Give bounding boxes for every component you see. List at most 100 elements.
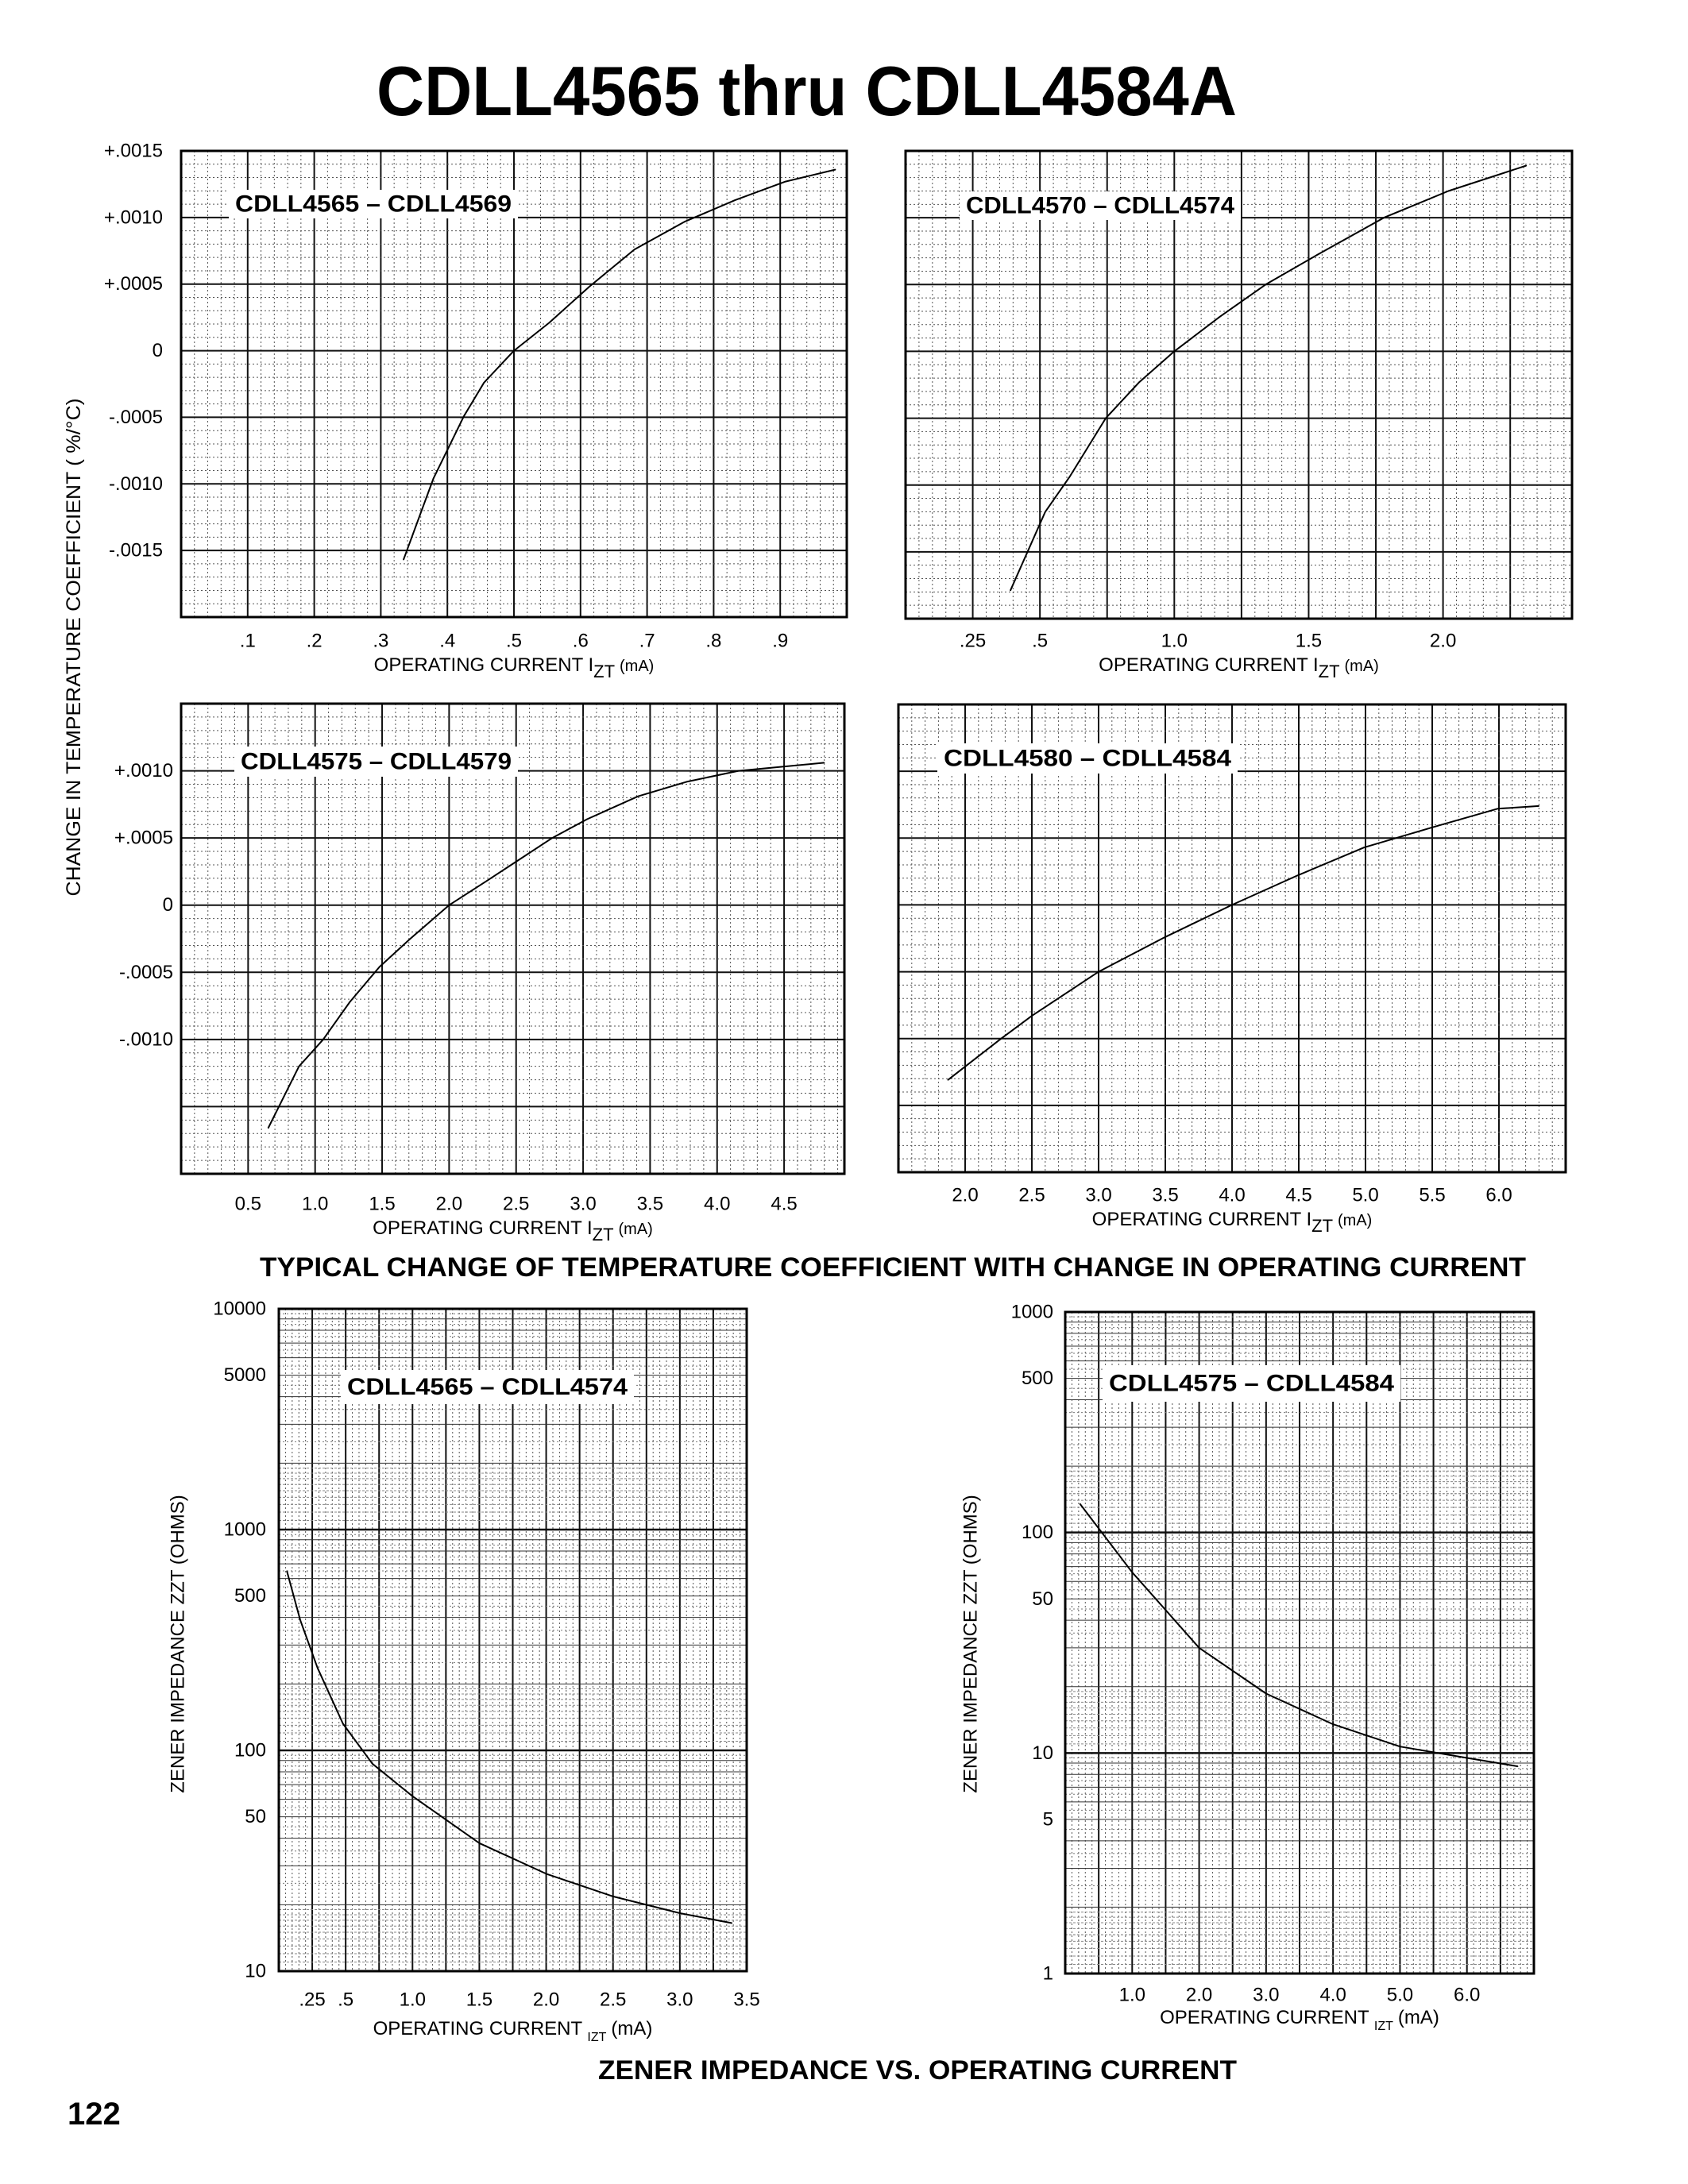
x-axis-title-subscript: IZT xyxy=(587,2031,606,2044)
y-tick-label: +.0010 xyxy=(114,760,173,781)
x-tick-label: 2.0 xyxy=(436,1194,462,1215)
data-point xyxy=(1497,808,1498,809)
y-tick-label: 0 xyxy=(163,894,173,916)
data-point xyxy=(545,1873,547,1875)
x-tick-label: 4.5 xyxy=(1285,1185,1311,1206)
data-point xyxy=(548,322,550,323)
data-point xyxy=(1431,827,1433,828)
plot-frame xyxy=(180,149,848,619)
x-axis-title-unit: (mA) xyxy=(1398,2007,1439,2028)
x-tick-label: .2 xyxy=(307,631,323,652)
page-title: CDLL4565 thru CDLL4584A xyxy=(377,52,1237,130)
grid xyxy=(898,704,1566,1173)
series-curve xyxy=(1079,1503,1518,1768)
data-point xyxy=(738,770,740,772)
y-tick-label: 5 xyxy=(1043,1808,1053,1830)
data-point xyxy=(551,837,553,839)
x-axis-title-text: OPERATING CURRENT I xyxy=(1099,654,1318,676)
data-point xyxy=(1105,417,1107,419)
data-point xyxy=(1265,284,1266,285)
grid xyxy=(1064,1310,1535,1975)
y-tick-label: +.0015 xyxy=(104,141,163,162)
x-tick-label: 3.0 xyxy=(666,1989,693,2011)
data-point xyxy=(1173,350,1175,353)
x-axis-title-subscript: IZT xyxy=(1374,2020,1393,2033)
x-axis-title-text: OPERATING CURRENT I xyxy=(1092,1209,1311,1230)
x-tick-label: 5.0 xyxy=(1352,1185,1378,1206)
data-point xyxy=(1265,1692,1267,1695)
page-number: 122 xyxy=(68,2097,121,2132)
x-tick-label: 3.0 xyxy=(1085,1185,1111,1206)
chart-4: CDLL4580 – CDLL4584 2.0 2.5 3.0 3.5 4.0 4.5 5.0… xyxy=(897,703,1567,1236)
y-tick-label: 100 xyxy=(234,1740,266,1761)
x-axis-title-subscript: ZT xyxy=(1319,662,1340,681)
x-tick-label: 4.0 xyxy=(1219,1185,1245,1206)
data-point xyxy=(684,221,686,222)
x-tick-label: 5.0 xyxy=(1387,1985,1413,2006)
x-tick-label: 1.0 xyxy=(1161,631,1188,652)
x-axis-title-text: OPERATING CURRENT I xyxy=(373,1217,592,1239)
x-axis-title-text: OPERATING CURRENT I xyxy=(374,654,593,676)
data-point xyxy=(824,762,825,764)
data-point xyxy=(785,180,786,183)
x-axis-title-unit: (mA) xyxy=(1345,658,1379,675)
x-axis-title: OPERATING CURRENT IZT (mA) xyxy=(374,654,655,681)
x-tick-label: 2.5 xyxy=(600,1989,626,2011)
x-axis-title-unit: (mA) xyxy=(620,658,654,675)
plot-frame xyxy=(904,149,1574,620)
chart-title: CDLL4575 – CDLL4584 xyxy=(1109,1371,1394,1397)
x-axis-title-text: OPERATING CURRENT xyxy=(373,2018,588,2039)
series-curve xyxy=(402,168,836,561)
data-point xyxy=(513,349,515,352)
data-point xyxy=(1219,316,1221,318)
x-axis-title: OPERATING CURRENT IZT (mA) xyxy=(1099,654,1379,681)
data-point xyxy=(403,559,404,561)
chart-5: CDLL4565 – CDLL4574 .25 .5 1.0 1.5 2.0 2.5 3.0 3… xyxy=(168,1298,760,2045)
x-tick-label: 2.0 xyxy=(1186,1985,1212,2006)
x-tick-label: 2.5 xyxy=(1018,1185,1045,1206)
data-point xyxy=(1525,164,1528,167)
x-tick-label: 1.0 xyxy=(400,1989,426,2011)
data-point xyxy=(835,168,836,171)
x-tick-label: .7 xyxy=(639,631,655,652)
x-tick-label: .9 xyxy=(772,631,788,652)
x-tick-label: .6 xyxy=(573,631,589,652)
y-tick-label: 500 xyxy=(1022,1368,1053,1389)
y-axis-title: ZENER IMPEDANCE ZZT (OHMS) xyxy=(960,1495,982,1793)
temp-coefficient-caption: TYPICAL CHANGE OF TEMPERATURE COEFFICIEN… xyxy=(260,1252,1526,1283)
x-tick-label: .5 xyxy=(506,631,522,652)
chart-2: CDLL4570 – CDLL4574 .25 .5 1.0 1.5 2.0 OPERATI… xyxy=(904,149,1574,681)
x-axis-title-unit: (mA) xyxy=(619,1221,653,1238)
y-tick-label: 50 xyxy=(245,1806,266,1827)
y-tick-label: -.0005 xyxy=(109,407,163,428)
data-point xyxy=(286,1570,288,1572)
x-axis-title-subscript: ZT xyxy=(1311,1216,1333,1236)
data-point xyxy=(1031,1015,1033,1017)
y-tick-label: 0 xyxy=(153,340,163,361)
chart-title: CDLL4565 – CDLL4569 xyxy=(235,191,512,218)
chart-label-background xyxy=(341,1370,634,1404)
chart-title: CDLL4565 – CDLL4574 xyxy=(347,1374,628,1400)
x-tick-label: 6.0 xyxy=(1485,1185,1512,1206)
data-point xyxy=(372,1763,373,1765)
x-axis-title: OPERATING CURRENT IZT (mA) xyxy=(1092,1209,1373,1236)
chart-6: CDLL4575 – CDLL4584 1.0 2.0 3.0 4.0 5.0 6.0 100… xyxy=(960,1302,1535,2033)
x-axis-title: OPERATING CURRENT IZT (mA) xyxy=(373,1217,653,1244)
data-point xyxy=(634,249,635,250)
series-curve xyxy=(1009,164,1527,592)
data-point xyxy=(1332,1723,1334,1725)
plot-frame xyxy=(277,1307,748,1973)
x-axis-title-subscript: ZT xyxy=(593,662,615,681)
y-tick-label: 1000 xyxy=(224,1519,266,1541)
y-tick-label: -.0015 xyxy=(109,540,163,561)
chart-title: CDLL4570 – CDLL4574 xyxy=(966,193,1234,219)
zener-impedance-caption: ZENER IMPEDANCE VS. OPERATING CURRENT xyxy=(598,2055,1237,2086)
grid xyxy=(278,1307,747,1973)
data-point xyxy=(586,818,588,820)
x-tick-label: .25 xyxy=(960,631,986,652)
x-tick-label: 0.5 xyxy=(235,1194,261,1215)
data-point xyxy=(1000,1038,1002,1040)
x-axis-title-unit: (mA) xyxy=(1338,1212,1372,1229)
x-tick-label: 2.0 xyxy=(533,1989,559,2011)
